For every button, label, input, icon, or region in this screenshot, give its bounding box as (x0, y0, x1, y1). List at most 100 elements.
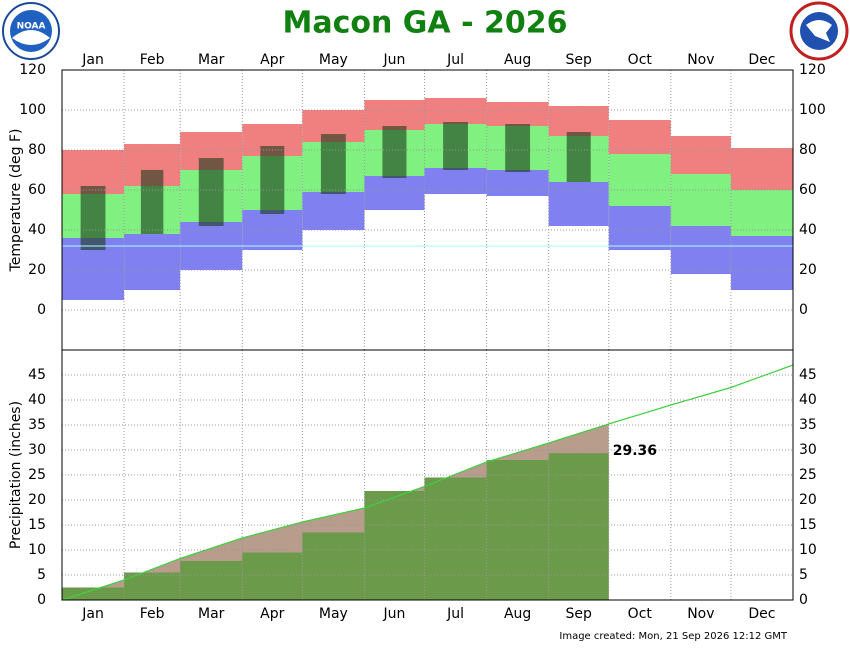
observed-bar (566, 132, 591, 182)
x-tick-label-top: Sep (566, 52, 593, 68)
observed-bar (80, 186, 106, 250)
x-tick-label-top: Jan (81, 52, 104, 68)
observed-bar (140, 170, 164, 234)
record-low-bar (548, 182, 609, 226)
y-tick-label: 80 (28, 142, 46, 158)
observed-bar (124, 572, 181, 600)
observed-bar (382, 126, 407, 178)
observed-bar (505, 124, 531, 172)
y-tick-label: 20 (28, 492, 46, 508)
x-tick-label: May (319, 606, 348, 622)
record-high-bar (548, 106, 609, 136)
chart-title: Macon GA - 2026 (283, 6, 568, 41)
x-tick-label: Nov (687, 606, 714, 622)
observed-total-label: 29.36 (613, 443, 657, 459)
y-tick-label-right: 5 (799, 567, 808, 583)
y-tick-label: 0 (37, 302, 46, 318)
y-tick-label: 40 (28, 392, 46, 408)
y-tick-label: 10 (28, 542, 46, 558)
y-tick-label: 60 (28, 182, 46, 198)
observed-bar (548, 453, 609, 600)
x-tick-label: Jul (446, 606, 464, 622)
y-tick-label-right: 35 (799, 417, 817, 433)
y-tick-label-right: 80 (799, 142, 817, 158)
record-low-bar (608, 206, 671, 250)
x-tick-label-top: Aug (504, 52, 531, 68)
observed-bar (424, 477, 487, 600)
y-tick-label-right: 10 (799, 542, 817, 558)
observed-bar (486, 460, 549, 600)
y-axis-label: Precipitation (inches) (8, 401, 24, 549)
record-high-bar (486, 102, 549, 126)
y-tick-label: 120 (19, 62, 46, 78)
y-tick-label-right: 20 (799, 262, 817, 278)
observed-bar (302, 532, 365, 600)
x-tick-label: Mar (198, 606, 225, 622)
x-tick-label-top: Feb (140, 52, 165, 68)
observed-bar (260, 146, 285, 214)
y-tick-label: 5 (37, 567, 46, 583)
plot-frame (61, 349, 794, 601)
x-tick-label-top: Jun (383, 52, 406, 68)
y-tick-label-right: 60 (799, 182, 817, 198)
y-tick-label: 20 (28, 262, 46, 278)
x-tick-label: Jun (383, 606, 406, 622)
normal-range-bar (608, 154, 671, 206)
y-tick-label-right: 45 (799, 367, 817, 383)
record-high-bar (730, 148, 793, 190)
y-tick-label-right: 30 (799, 442, 817, 458)
y-tick-label: 0 (37, 592, 46, 608)
y-tick-label: 100 (19, 102, 46, 118)
observed-bar (198, 158, 224, 226)
x-tick-label-top: Nov (687, 52, 714, 68)
y-tick-label-right: 15 (799, 517, 817, 533)
y-tick-label-right: 20 (799, 492, 817, 508)
x-tick-label-top: Mar (198, 52, 225, 68)
record-low-bar (670, 226, 731, 274)
x-tick-label-top: Dec (748, 52, 775, 68)
record-high-bar (608, 120, 671, 154)
x-tick-label-top: Apr (260, 52, 284, 68)
noaa-text: NOAA (17, 22, 46, 32)
noaa-logo: NOAA (2, 2, 60, 60)
observed-bar (443, 122, 468, 170)
record-high-bar (670, 136, 731, 174)
record-low-bar (124, 234, 181, 290)
record-low-bar (302, 192, 365, 230)
observed-bar (364, 491, 425, 600)
observed-bar (62, 587, 125, 600)
y-axis-label: Temperature (deg F) (8, 129, 24, 273)
normal-range-bar (670, 174, 731, 226)
y-tick-label: 25 (28, 467, 46, 483)
y-tick-label-right: 40 (799, 222, 817, 238)
noaa-gull (12, 30, 50, 45)
y-tick-label: 35 (28, 417, 46, 433)
record-high-bar (424, 98, 487, 124)
x-tick-label: Oct (628, 606, 653, 622)
x-tick-label-top: Jul (446, 52, 464, 68)
y-tick-label-right: 40 (799, 392, 817, 408)
y-tick-label: 40 (28, 222, 46, 238)
observed-bar (180, 561, 243, 600)
y-tick-label-right: 100 (799, 102, 826, 118)
observed-bar (242, 552, 303, 600)
x-tick-label: Apr (260, 606, 284, 622)
x-tick-label-top: May (319, 52, 348, 68)
x-tick-label: Feb (140, 606, 165, 622)
y-tick-label: 15 (28, 517, 46, 533)
nws-logo (789, 1, 849, 61)
y-tick-label-right: 0 (799, 302, 808, 318)
y-tick-label-right: 120 (799, 62, 826, 78)
x-tick-label-top: Oct (628, 52, 653, 68)
normal-range-bar (730, 190, 793, 236)
y-tick-label: 45 (28, 367, 46, 383)
observed-bar (320, 134, 346, 194)
nws-cloud (806, 20, 832, 42)
x-tick-label: Dec (748, 606, 775, 622)
y-tick-label-right: 0 (799, 592, 808, 608)
footer-note: Image created: Mon, 21 Sep 2026 12:12 GM… (559, 631, 788, 642)
record-high-bar (364, 100, 425, 130)
y-tick-label: 30 (28, 442, 46, 458)
x-tick-label: Jan (81, 606, 104, 622)
